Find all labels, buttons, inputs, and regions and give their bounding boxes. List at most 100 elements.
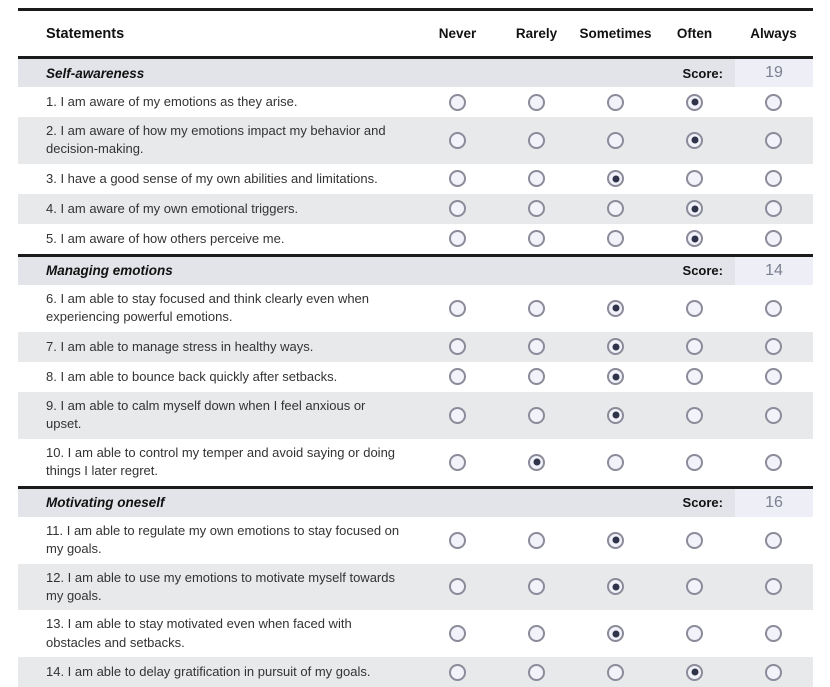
option-cell (576, 338, 655, 356)
radio-rarely[interactable] (528, 131, 545, 149)
radio-never[interactable] (449, 663, 466, 681)
radio-rarely[interactable] (528, 406, 545, 424)
radio-often[interactable] (686, 299, 703, 317)
radio-always[interactable] (765, 625, 782, 643)
statement-text: 3. I have a good sense of my own abiliti… (46, 170, 378, 186)
option-cell (576, 531, 655, 549)
statement-row: 12. I am able to use my emotions to moti… (18, 563, 813, 611)
option-cell (497, 93, 576, 111)
option-cell (418, 368, 497, 386)
radio-never[interactable] (449, 170, 466, 188)
radio-never[interactable] (449, 230, 466, 248)
radio-sometimes[interactable] (607, 131, 624, 149)
radio-sometimes[interactable] (607, 338, 624, 356)
radio-often[interactable] (686, 230, 703, 248)
radio-always[interactable] (765, 200, 782, 218)
radio-sometimes[interactable] (607, 663, 624, 681)
radio-often[interactable] (686, 368, 703, 386)
radio-sometimes[interactable] (607, 200, 624, 218)
option-cell (418, 170, 497, 188)
radio-sometimes[interactable] (607, 230, 624, 248)
score-label: Score: (682, 263, 723, 279)
radio-always[interactable] (765, 299, 782, 317)
radio-always[interactable] (765, 578, 782, 596)
radio-often[interactable] (686, 625, 703, 643)
radio-always[interactable] (765, 406, 782, 424)
radio-rarely[interactable] (528, 663, 545, 681)
statement-text: 1. I am aware of my emotions as they ari… (46, 93, 298, 109)
option-cell (655, 170, 734, 188)
section-header-row-self-awareness: Self-awareness Score: 19 (18, 59, 813, 87)
radio-never[interactable] (449, 625, 466, 643)
radio-never[interactable] (449, 93, 466, 111)
radio-often[interactable] (686, 200, 703, 218)
radio-always[interactable] (765, 453, 782, 471)
option-cell (497, 406, 576, 424)
radio-sometimes[interactable] (607, 453, 624, 471)
radio-sometimes[interactable] (607, 406, 624, 424)
option-cell (418, 453, 497, 471)
radio-rarely[interactable] (528, 368, 545, 386)
radio-always[interactable] (765, 93, 782, 111)
radio-sometimes[interactable] (607, 578, 624, 596)
radio-sometimes[interactable] (607, 299, 624, 317)
statement-row: 7. I am able to manage stress in healthy… (18, 331, 813, 362)
option-cell (497, 338, 576, 356)
statement-row: 2. I am aware of how my emotions impact … (18, 117, 813, 164)
radio-always[interactable] (765, 230, 782, 248)
radio-rarely[interactable] (528, 200, 545, 218)
radio-never[interactable] (449, 406, 466, 424)
option-cell (497, 453, 576, 471)
radio-always[interactable] (765, 170, 782, 188)
radio-always[interactable] (765, 531, 782, 549)
radio-rarely[interactable] (528, 578, 545, 596)
radio-rarely[interactable] (528, 299, 545, 317)
option-cell (655, 230, 734, 248)
radio-often[interactable] (686, 663, 703, 681)
radio-sometimes[interactable] (607, 93, 624, 111)
radio-always[interactable] (765, 663, 782, 681)
radio-never[interactable] (449, 338, 466, 356)
radio-sometimes[interactable] (607, 170, 624, 188)
radio-rarely[interactable] (528, 531, 545, 549)
option-cell (497, 230, 576, 248)
radio-never[interactable] (449, 200, 466, 218)
radio-always[interactable] (765, 131, 782, 149)
statement-text: 10. I am able to control my temper and a… (46, 444, 396, 479)
statement-text: 5. I am aware of how others perceive me. (46, 230, 285, 246)
radio-often[interactable] (686, 170, 703, 188)
score-value: 19 (735, 59, 813, 87)
radio-sometimes[interactable] (607, 625, 624, 643)
radio-often[interactable] (686, 453, 703, 471)
option-cell (734, 299, 813, 317)
radio-never[interactable] (449, 531, 466, 549)
radio-always[interactable] (765, 368, 782, 386)
radio-never[interactable] (449, 368, 466, 386)
radio-rarely[interactable] (528, 338, 545, 356)
radio-never[interactable] (449, 578, 466, 596)
radio-never[interactable] (449, 453, 466, 471)
radio-sometimes[interactable] (607, 531, 624, 549)
radio-rarely[interactable] (528, 453, 545, 471)
option-cell (497, 131, 576, 149)
radio-often[interactable] (686, 93, 703, 111)
radio-rarely[interactable] (528, 170, 545, 188)
option-cell (655, 663, 734, 681)
option-cell (418, 299, 497, 317)
radio-rarely[interactable] (528, 230, 545, 248)
radio-always[interactable] (765, 338, 782, 356)
option-cell (418, 230, 497, 248)
radio-never[interactable] (449, 299, 466, 317)
radio-often[interactable] (686, 531, 703, 549)
statements-header: Statements (46, 25, 125, 42)
radio-often[interactable] (686, 131, 703, 149)
radio-rarely[interactable] (528, 625, 545, 643)
radio-never[interactable] (449, 131, 466, 149)
radio-rarely[interactable] (528, 93, 545, 111)
radio-often[interactable] (686, 338, 703, 356)
section-border (18, 485, 813, 489)
radio-sometimes[interactable] (607, 368, 624, 386)
radio-often[interactable] (686, 406, 703, 424)
radio-often[interactable] (686, 578, 703, 596)
